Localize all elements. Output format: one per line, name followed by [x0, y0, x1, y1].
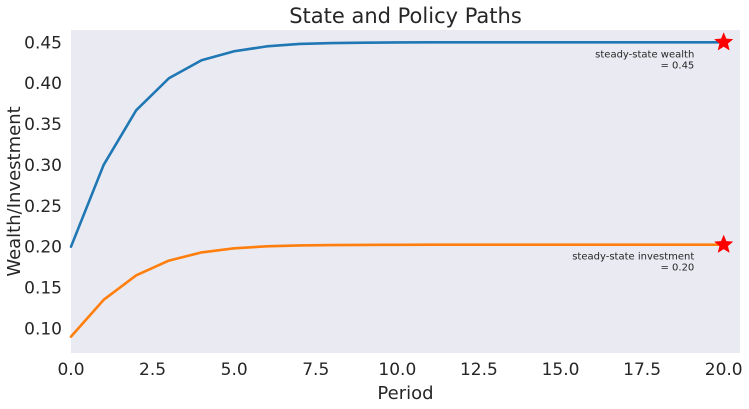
annotation-0-line: steady-state wealth	[595, 49, 694, 60]
plot-area	[71, 30, 740, 353]
annotation-1-line: = 0.20	[660, 263, 694, 274]
y-tick-label: 0.25	[24, 197, 62, 217]
x-tick-label: 12.5	[460, 360, 498, 380]
x-tick-label: 15.0	[542, 360, 580, 380]
y-tick-label: 0.30	[24, 156, 62, 176]
x-axis-label: Period	[377, 383, 433, 404]
x-tick-label: 20.0	[705, 360, 743, 380]
steady-state-star-0	[714, 32, 734, 51]
x-tick-label: 17.5	[623, 360, 661, 380]
y-tick-label: 0.20	[24, 238, 62, 258]
steady-state-star-1	[714, 234, 734, 253]
chart-title: State and Policy Paths	[289, 4, 522, 28]
y-axis-label: Wealth/Investment	[4, 106, 25, 276]
annotation-0-line: = 0.45	[660, 60, 694, 71]
series-line-0	[69, 40, 725, 248]
y-tick-label: 0.40	[24, 74, 62, 94]
x-tick-label: 10.0	[378, 360, 416, 380]
x-tick-label: 0.0	[57, 360, 84, 380]
y-tick-label: 0.15	[24, 279, 62, 299]
y-tick-label: 0.45	[24, 33, 62, 53]
x-tick-label: 5.0	[221, 360, 248, 380]
y-tick-label: 0.10	[24, 319, 62, 339]
annotation-1-line: steady-state investment	[572, 252, 694, 263]
x-tick-label: 2.5	[139, 360, 166, 380]
y-tick-label: 0.35	[24, 115, 62, 135]
x-tick-label: 7.5	[302, 360, 329, 380]
series-line-1	[69, 243, 725, 338]
